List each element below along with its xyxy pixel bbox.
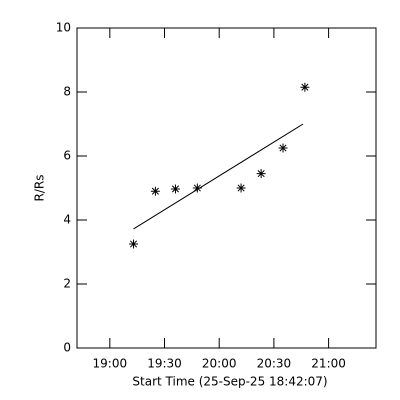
- x-tick-label: 19:00: [93, 357, 128, 371]
- asterisk-marker: [192, 183, 202, 193]
- asterisk-marker: [170, 184, 180, 194]
- y-tick-label: 0: [63, 341, 71, 355]
- asterisk-marker: [256, 169, 266, 179]
- x-tick-label: 21:00: [311, 357, 346, 371]
- x-tick-label: 20:00: [202, 357, 237, 371]
- y-tick-label: 10: [56, 21, 71, 35]
- x-axis-label: Start Time (25-Sep-25 18:42:07): [132, 375, 327, 389]
- asterisk-marker: [236, 183, 246, 193]
- y-tick-label: 6: [63, 149, 71, 163]
- y-tick-label: 8: [63, 85, 71, 99]
- fit-line: [133, 123, 304, 230]
- plot-frame: [76, 27, 377, 349]
- y-tick-label: 2: [63, 277, 71, 291]
- asterisk-marker: [150, 186, 160, 196]
- y-tick-label: 4: [63, 213, 71, 227]
- asterisk-marker: [300, 82, 310, 92]
- x-tick-label: 19:30: [147, 357, 182, 371]
- asterisk-marker: [129, 239, 139, 249]
- asterisk-marker: [278, 143, 288, 153]
- x-tick-label: 20:30: [257, 357, 292, 371]
- y-axis-label: R/Rs: [33, 175, 47, 202]
